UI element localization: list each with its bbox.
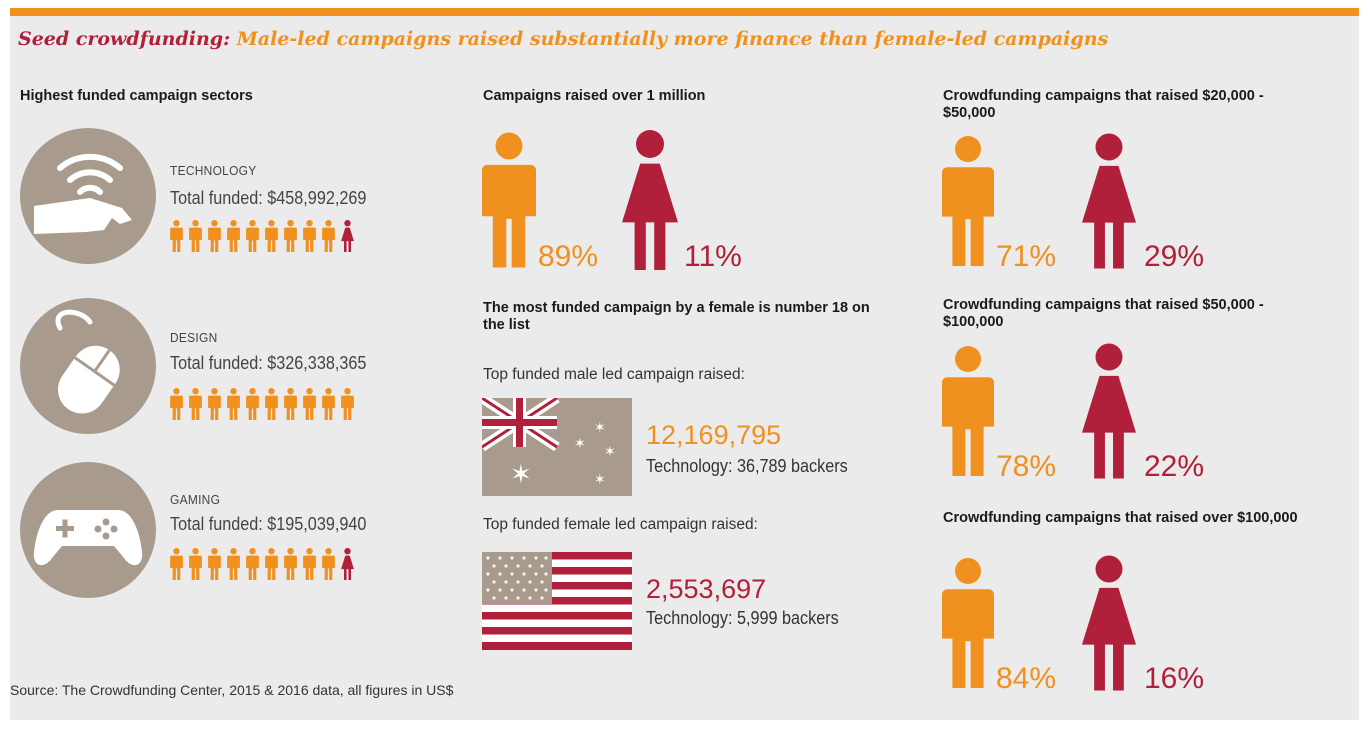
small-male-icon: [284, 388, 297, 420]
female-figure-icon: [1082, 133, 1136, 269]
range-3-male-pct: 84%: [996, 662, 1057, 695]
range-2-male-pct: 78%: [996, 450, 1057, 483]
range-2-female-pct: 22%: [1144, 450, 1205, 483]
small-male-icon: [189, 388, 202, 420]
range-heading-1: Crowdfunding campaigns that raised $20,0…: [943, 88, 1264, 121]
small-male-icon: [189, 220, 202, 252]
sector-people-gaming: [170, 548, 360, 580]
small-male-icon: [303, 220, 316, 252]
male-figure-icon: [482, 132, 536, 268]
sector-name-design: DESIGN: [170, 330, 218, 345]
mouse-icon: [55, 309, 120, 414]
gamepad-icon: [33, 510, 143, 566]
range-heading-3: Crowdfunding campaigns that raised over …: [943, 510, 1298, 526]
range-heading-2: Crowdfunding campaigns that raised $50,0…: [943, 297, 1264, 330]
sector-total-technology: Total funded: $458,992,269: [170, 188, 367, 208]
range-3-female-pct: 16%: [1144, 662, 1205, 695]
technology-circle: [20, 128, 156, 264]
range-1-female-pct: 29%: [1144, 240, 1205, 273]
range-1-male-pct: 71%: [996, 240, 1057, 273]
small-male-icon: [170, 388, 183, 420]
australia-flag-icon: ✶ ✶ ✶ ✶ ✶: [482, 398, 632, 496]
page-title: Seed crowdfunding: Male-led campaigns ra…: [18, 28, 1109, 50]
design-circle: [20, 298, 156, 434]
male-top-detail: Technology: 36,789 backers: [646, 456, 848, 476]
small-male-icon: [246, 220, 259, 252]
small-male-icon: [265, 548, 278, 580]
sector-people-technology: [170, 220, 360, 252]
small-female-icon: [341, 548, 354, 580]
male-top-label: Top funded male led campaign raised:: [483, 366, 745, 383]
small-male-icon: [341, 388, 354, 420]
female-figure-icon: [1082, 555, 1136, 691]
gaming-circle: [20, 462, 156, 598]
small-male-icon: [246, 388, 259, 420]
sector-name-gaming: GAMING: [170, 492, 221, 507]
svg-text:✶: ✶: [510, 460, 532, 490]
female-top-detail: Technology: 5,999 backers: [646, 608, 839, 628]
female-figure-icon: [622, 130, 678, 270]
usa-flag-icon: [482, 552, 632, 650]
small-male-icon: [208, 388, 221, 420]
small-male-icon: [303, 388, 316, 420]
small-male-icon: [208, 220, 221, 252]
million-heading: Campaigns raised over 1 million: [483, 88, 706, 104]
small-male-icon: [227, 388, 240, 420]
female-top-amount: 2,553,697: [646, 574, 767, 604]
small-male-icon: [227, 548, 240, 580]
small-male-icon: [322, 388, 335, 420]
small-male-icon: [284, 548, 297, 580]
svg-text:✶: ✶: [574, 436, 586, 452]
small-male-icon: [284, 220, 297, 252]
male-figure-icon: [942, 136, 994, 266]
infographic-panel: [10, 8, 1359, 720]
small-male-icon: [227, 220, 240, 252]
sector-total-design: Total funded: $326,338,365: [170, 353, 367, 373]
female-top-label: Top funded female led campaign raised:: [483, 516, 758, 533]
small-male-icon: [303, 548, 316, 580]
small-female-icon: [341, 220, 354, 252]
wifi-hand-icon: [34, 153, 132, 234]
million-male-pct: 89%: [538, 240, 599, 273]
small-male-icon: [246, 548, 259, 580]
male-figure-icon: [942, 346, 994, 476]
source-note: Source: The Crowdfunding Center, 2015 & …: [10, 682, 454, 698]
small-male-icon: [170, 548, 183, 580]
male-figure-icon: [942, 558, 994, 688]
male-top-amount: 12,169,795: [646, 420, 782, 450]
small-male-icon: [208, 548, 221, 580]
small-male-icon: [170, 220, 183, 252]
million-female-pct: 11%: [684, 240, 742, 273]
most-funded-heading: The most funded campaign by a female is …: [483, 300, 870, 333]
small-male-icon: [322, 548, 335, 580]
svg-text:✶: ✶: [604, 444, 616, 460]
svg-text:✶: ✶: [594, 420, 606, 436]
small-male-icon: [189, 548, 202, 580]
small-male-icon: [265, 388, 278, 420]
svg-text:✶: ✶: [594, 472, 606, 488]
small-male-icon: [265, 220, 278, 252]
sectors-heading: Highest funded campaign sectors: [20, 88, 253, 104]
sector-name-technology: TECHNOLOGY: [170, 163, 257, 178]
sector-people-design: [170, 388, 360, 420]
female-figure-icon: [1082, 343, 1136, 479]
sector-total-gaming: Total funded: $195,039,940: [170, 514, 367, 534]
small-male-icon: [322, 220, 335, 252]
